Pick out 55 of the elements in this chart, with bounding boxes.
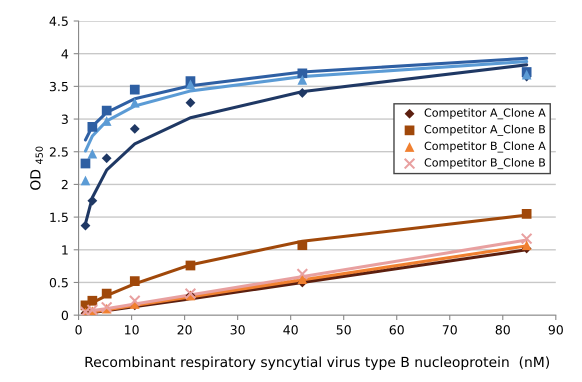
point	[80, 176, 90, 186]
point	[184, 288, 196, 300]
x-tick-label: 40	[283, 325, 298, 335]
point	[297, 274, 308, 284]
point	[297, 68, 308, 78]
point	[186, 260, 196, 270]
point	[102, 106, 112, 116]
y-tick-label: 1	[62, 245, 68, 255]
x-axis-title: Recombinant respiratory syncytial virus type B nucleoprotein (nM)	[86, 356, 550, 370]
y-axis-title: OD $_{450}$	[30, 146, 43, 190]
point	[186, 98, 196, 108]
y-tick-label: 0.5	[50, 278, 68, 288]
y-tick-label: 0	[62, 310, 68, 320]
point	[87, 148, 98, 159]
x-tick-label: 0	[75, 325, 82, 335]
point	[102, 288, 112, 298]
legend-label: Competitor B_Clone A	[424, 141, 546, 153]
legend-label: Competitor B_Clone B	[424, 158, 546, 170]
y-tick-label: 4.5	[50, 16, 68, 26]
point	[80, 158, 90, 168]
point	[87, 122, 98, 132]
point	[297, 88, 308, 98]
point	[128, 294, 141, 307]
point	[80, 220, 90, 231]
y-tick-label: 3	[62, 114, 68, 124]
point	[87, 196, 98, 206]
point	[186, 80, 196, 90]
x-tick-label: 60	[390, 325, 404, 335]
point	[522, 240, 532, 250]
point	[102, 153, 112, 164]
point	[130, 84, 140, 95]
y-tick-label: 2.5	[50, 147, 68, 157]
point	[297, 240, 308, 250]
point	[87, 296, 98, 306]
y-tick-label: 1.5	[50, 212, 68, 222]
x-tick-label: 50	[336, 325, 351, 335]
y-tick-label: 4	[62, 49, 68, 58]
x-tick-label: 30	[230, 325, 245, 335]
point	[522, 208, 532, 219]
point	[296, 268, 308, 280]
point	[297, 74, 308, 85]
x-tick-label: 70	[442, 325, 457, 335]
point	[130, 98, 140, 108]
x-tick-label: 10	[125, 325, 139, 335]
x-tick-label: 20	[178, 325, 192, 335]
x-tick-label: 80	[496, 325, 510, 335]
legend-label: Competitor A_Clone A	[424, 108, 546, 120]
point	[520, 232, 533, 245]
point	[130, 276, 140, 286]
legend-label: Competitor A_Clone B	[424, 124, 545, 136]
point	[100, 301, 113, 314]
x-tick-label: 90	[548, 325, 563, 335]
point	[130, 124, 140, 134]
y-tick-label: 3.5	[50, 82, 68, 92]
y-tick-label: 2	[62, 180, 68, 190]
